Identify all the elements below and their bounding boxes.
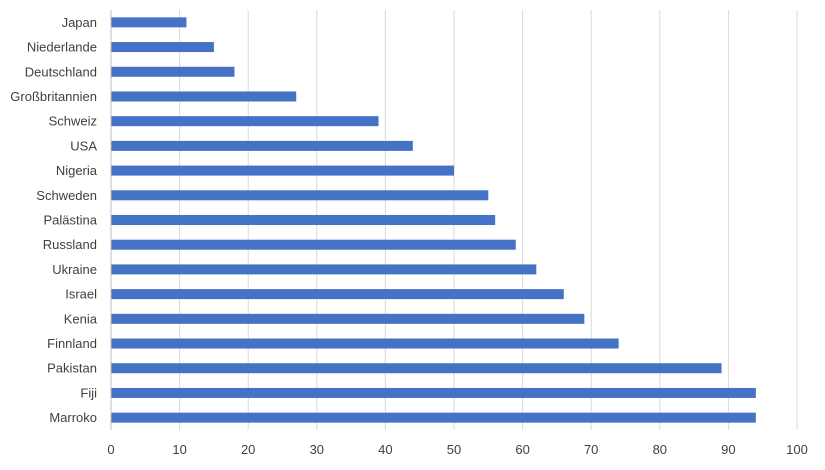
x-tick-label: 40 bbox=[378, 442, 392, 457]
category-label: Nigeria bbox=[56, 163, 98, 178]
category-label: Japan bbox=[62, 15, 97, 30]
bar bbox=[111, 17, 187, 28]
category-label: Palästina bbox=[44, 213, 98, 228]
category-label: Finnland bbox=[47, 336, 97, 351]
category-label: Ukraine bbox=[52, 262, 97, 277]
category-label: Israel bbox=[65, 287, 97, 302]
x-tick-label: 0 bbox=[107, 442, 114, 457]
category-label: Fiji bbox=[80, 385, 97, 400]
x-tick-label: 20 bbox=[241, 442, 255, 457]
x-tick-label: 10 bbox=[172, 442, 186, 457]
bar bbox=[111, 363, 722, 374]
x-tick-label: 70 bbox=[584, 442, 598, 457]
category-label: Marroko bbox=[49, 410, 97, 425]
category-label: Pakistan bbox=[47, 361, 97, 376]
x-tick-label: 80 bbox=[653, 442, 667, 457]
bar bbox=[111, 239, 516, 250]
bar bbox=[111, 264, 537, 275]
bar bbox=[111, 215, 496, 225]
category-label: Deutschland bbox=[25, 64, 97, 79]
bar bbox=[111, 289, 564, 300]
bars bbox=[111, 17, 756, 423]
x-tick-label: 90 bbox=[721, 442, 735, 457]
bar bbox=[111, 66, 235, 77]
category-label: Niederlande bbox=[27, 40, 97, 55]
category-label: USA bbox=[70, 138, 97, 153]
bar bbox=[111, 313, 585, 324]
bar bbox=[111, 42, 214, 53]
bar bbox=[111, 116, 379, 127]
category-label: Großbritannien bbox=[10, 89, 97, 104]
bar bbox=[111, 387, 756, 398]
bar bbox=[111, 190, 489, 201]
bar bbox=[111, 165, 454, 176]
category-labels: Japan Niederlande Deutschland Großbritannie… bbox=[10, 15, 97, 425]
x-tick-label: 60 bbox=[515, 442, 529, 457]
x-tick-label: 100 bbox=[786, 442, 808, 457]
bar bbox=[111, 412, 756, 423]
category-label: Russland bbox=[43, 237, 97, 252]
category-label: Schweden bbox=[36, 188, 97, 203]
bar bbox=[111, 338, 619, 349]
x-tick-labels: 0 10 20 30 40 50 60 70 80 90 100 bbox=[107, 442, 807, 457]
x-tick-label: 30 bbox=[310, 442, 324, 457]
x-tick-label: 50 bbox=[447, 442, 461, 457]
bar bbox=[111, 140, 413, 151]
category-label: Schweiz bbox=[49, 114, 97, 129]
category-label: Kenia bbox=[64, 311, 98, 326]
bar bbox=[111, 91, 297, 102]
